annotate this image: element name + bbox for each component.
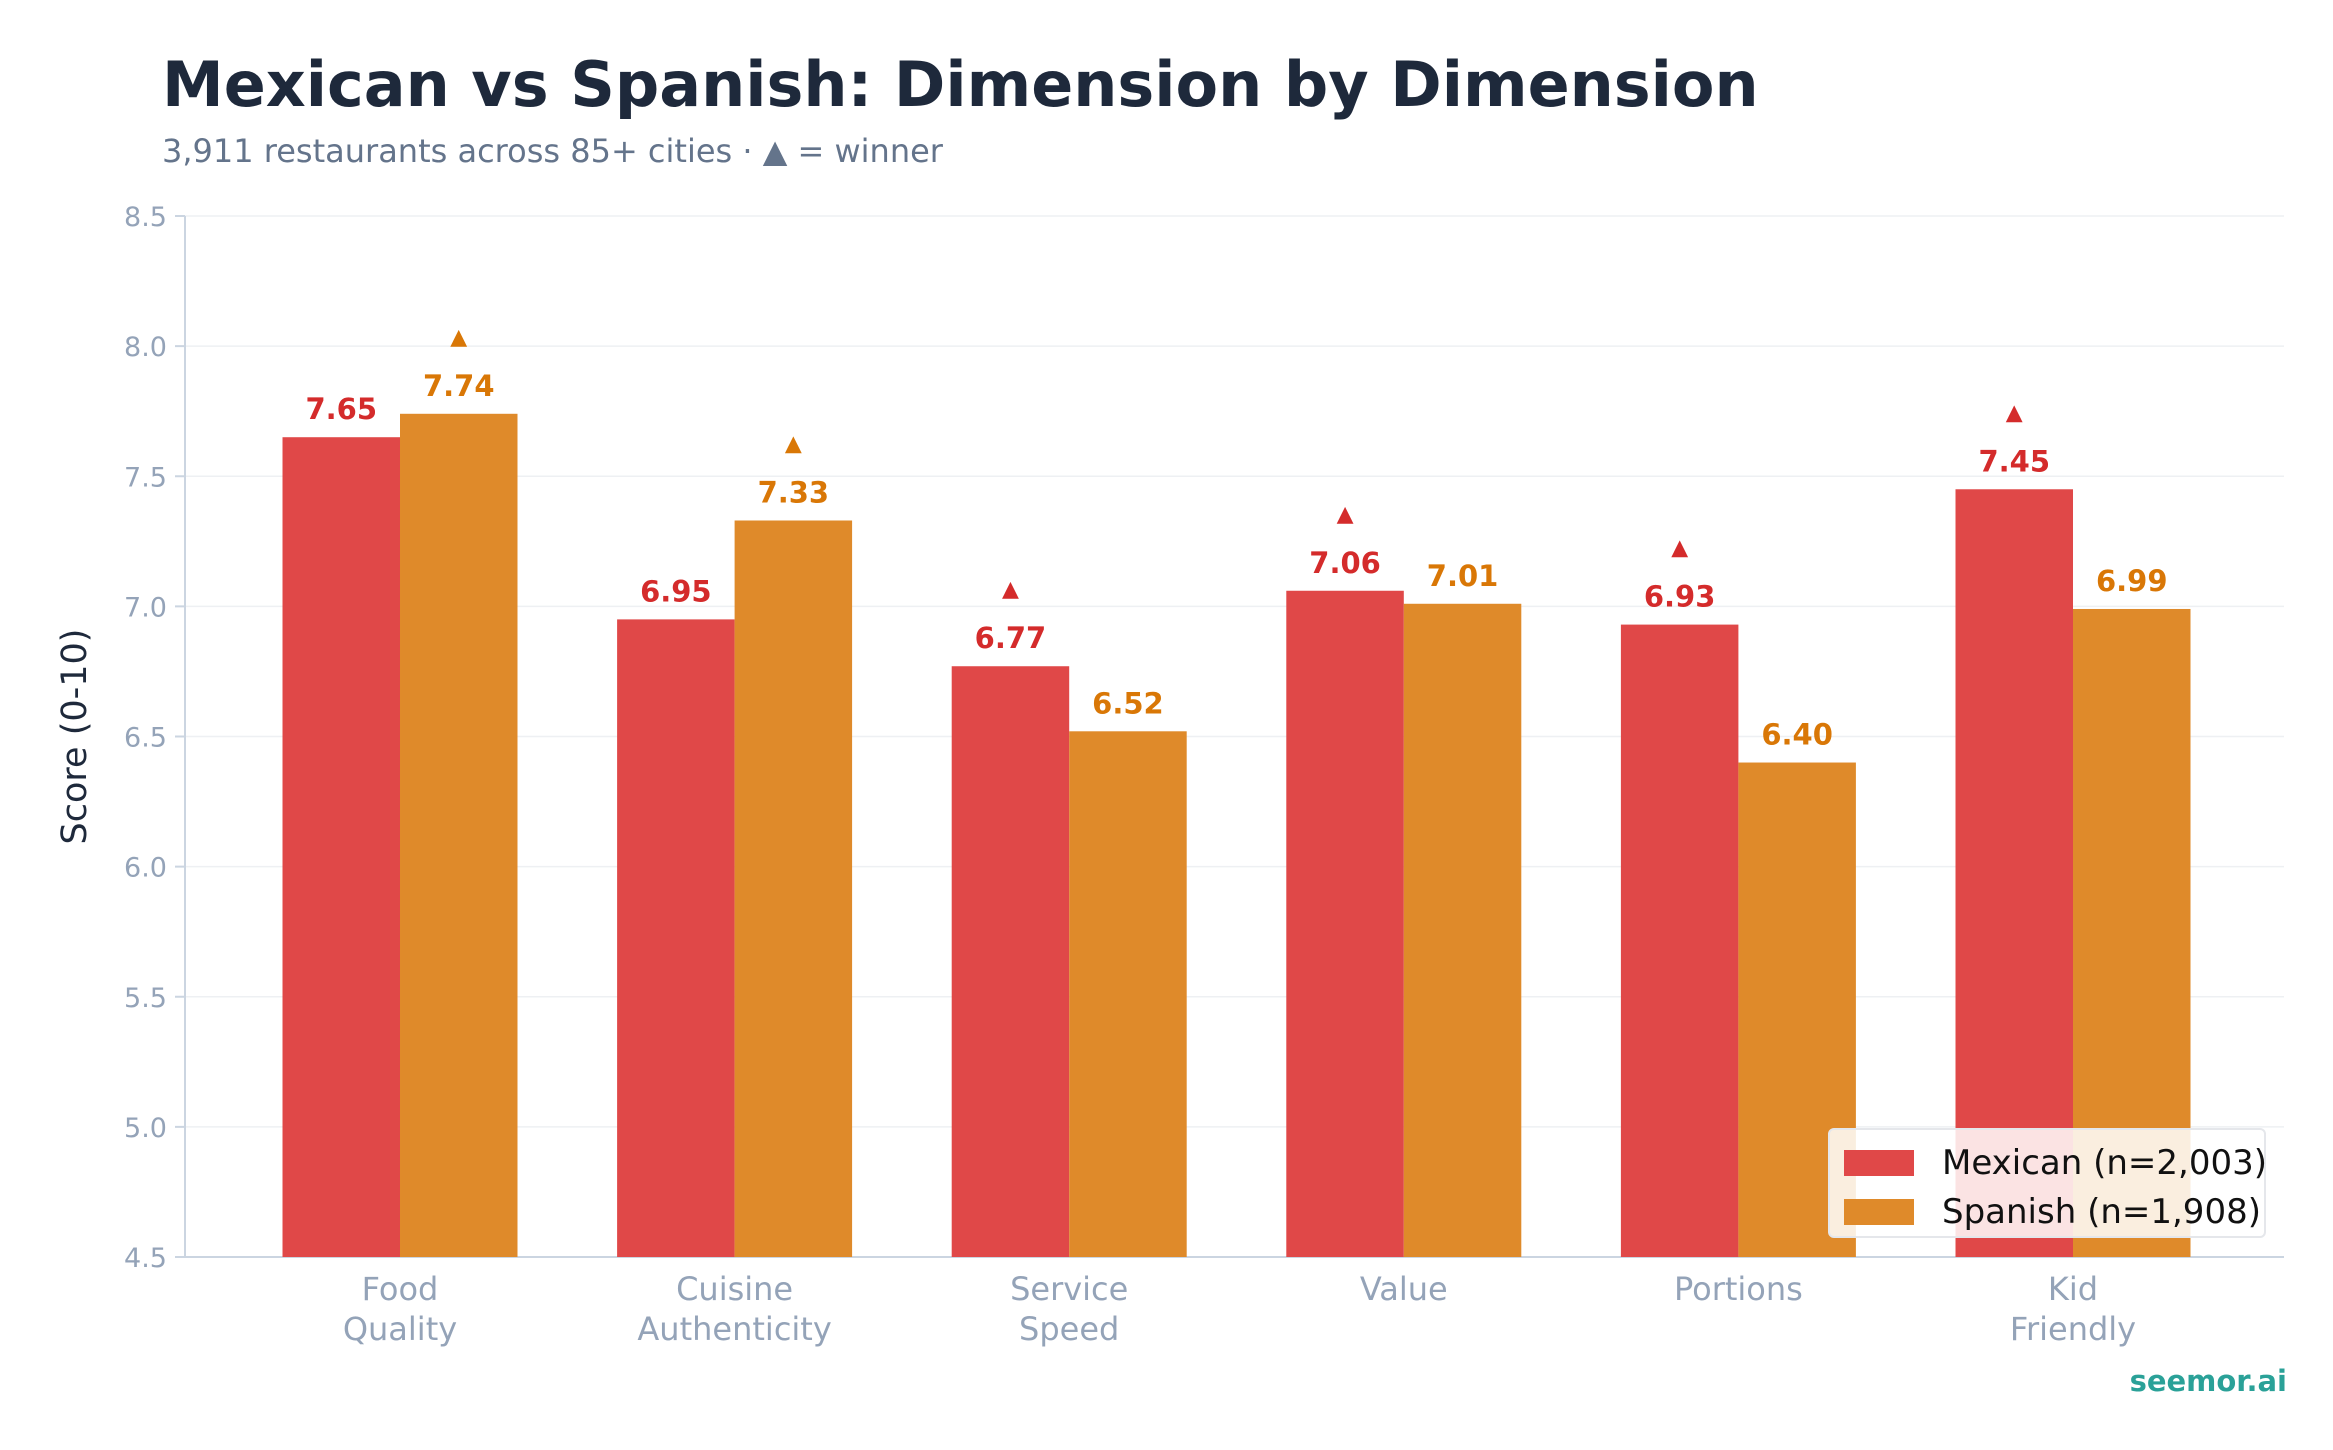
y-axis-title: Score (0-10) <box>55 629 95 845</box>
y-tick-label: 8.5 <box>124 202 167 233</box>
chart-title: Mexican vs Spanish: Dimension by Dimensi… <box>162 48 1759 121</box>
x-tick-label: Friendly <box>2010 1310 2136 1348</box>
legend-label-spanish: Spanish (n=1,908) <box>1942 1192 2261 1232</box>
subtitle-text: 3,911 restaurants across 85+ cities · <box>162 132 763 170</box>
y-tick-label: 5.5 <box>124 983 167 1014</box>
winner-marker-icon: ▲ <box>2006 400 2023 425</box>
x-tick-label: Food <box>362 1270 439 1308</box>
data-label-spanish: 6.99 <box>2096 564 2168 598</box>
subtitle-suffix: = winner <box>787 132 943 170</box>
y-tick-label: 4.5 <box>124 1243 167 1274</box>
x-tick-label: Quality <box>343 1310 457 1348</box>
legend-swatch-spanish <box>1844 1199 1914 1225</box>
bar-spanish <box>734 520 853 1257</box>
x-tick-label: Speed <box>1019 1310 1119 1348</box>
winner-marker-icon: ▲ <box>1002 577 1019 602</box>
data-label-mexican: 7.45 <box>1978 444 2050 478</box>
brand-watermark: seemor.ai <box>2129 1364 2287 1398</box>
data-label-spanish: 7.33 <box>758 475 830 509</box>
data-label-spanish: 6.40 <box>1761 718 1833 752</box>
winner-marker-icon: ▲ <box>450 325 467 350</box>
x-tick-label: Value <box>1360 1270 1448 1308</box>
bar-spanish <box>1069 731 1187 1257</box>
data-label-spanish: 7.01 <box>1427 559 1499 593</box>
bar-mexican <box>1620 624 1739 1257</box>
x-tick-label: Kid <box>2048 1270 2098 1308</box>
legend-swatch-mexican <box>1844 1150 1914 1176</box>
y-tick-label: 5.0 <box>124 1113 167 1144</box>
data-label-mexican: 6.77 <box>975 621 1047 655</box>
winner-marker-icon: ▲ <box>785 431 802 456</box>
chart-subtitle: 3,911 restaurants across 85+ cities · ▲ … <box>162 132 943 170</box>
y-tick-label: 7.0 <box>124 592 167 623</box>
y-tick-label: 7.5 <box>124 462 167 493</box>
data-label-mexican: 7.06 <box>1309 546 1381 580</box>
data-label-mexican: 6.93 <box>1644 580 1716 614</box>
y-tick-label: 8.0 <box>124 332 167 363</box>
x-tick-label: Authenticity <box>637 1310 831 1348</box>
bar-spanish <box>1403 603 1522 1257</box>
legend-item-spanish: Spanish (n=1,908) <box>1844 1192 2261 1232</box>
x-tick-label: Portions <box>1674 1270 1803 1308</box>
bar-spanish <box>400 413 518 1257</box>
data-label-mexican: 6.95 <box>640 574 712 608</box>
legend-label-mexican: Mexican (n=2,003) <box>1942 1143 2268 1183</box>
data-label-mexican: 7.65 <box>305 392 377 426</box>
bar-mexican <box>282 437 400 1257</box>
bar-mexican <box>1286 590 1404 1257</box>
y-tick-label: 6.5 <box>124 723 167 754</box>
bar-mexican <box>617 619 735 1257</box>
x-tick-label: Cuisine <box>676 1270 793 1308</box>
winner-marker-icon: ▲ <box>1671 536 1688 561</box>
data-label-spanish: 7.74 <box>423 369 495 403</box>
legend: Mexican (n=2,003) Spanish (n=1,908) <box>1828 1128 2267 1238</box>
winner-marker-icon: ▲ <box>1337 502 1354 527</box>
bar-mexican <box>951 666 1070 1257</box>
y-tick-label: 6.0 <box>124 853 167 884</box>
legend-item-mexican: Mexican (n=2,003) <box>1844 1143 2267 1183</box>
x-tick-label: Service <box>1010 1270 1128 1308</box>
data-label-spanish: 6.52 <box>1092 686 1164 720</box>
winner-marker-icon: ▲ <box>762 132 788 170</box>
